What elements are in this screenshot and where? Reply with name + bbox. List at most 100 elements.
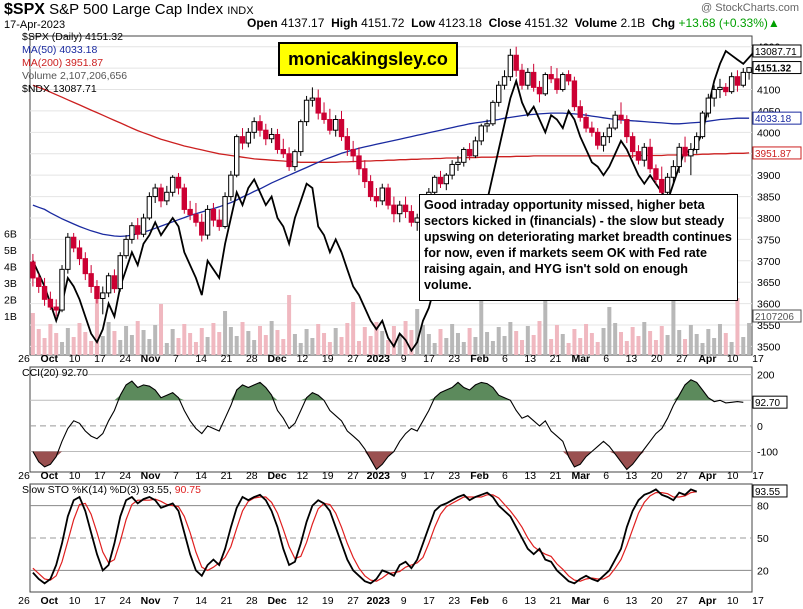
volume-bar: [304, 329, 309, 355]
candle-body: [397, 204, 403, 215]
volume-bar: [537, 321, 542, 355]
annotation-box: Good intraday opportunity missed, higher…: [419, 194, 738, 301]
price-tick-label: 3600: [757, 299, 781, 311]
volume-tick-label: 5B: [4, 245, 17, 257]
volume-bar: [473, 337, 478, 355]
x-tick-label: 21: [550, 595, 562, 607]
volume-tick-label: 4B: [4, 262, 17, 274]
candle-body: [536, 86, 543, 95]
x-tick-label: 6: [603, 595, 609, 607]
x-tick-label: 17: [423, 470, 435, 482]
x-tick-label: Nov: [141, 353, 161, 365]
x-tick-label: Oct: [41, 470, 59, 482]
candle-body: [519, 69, 525, 86]
volume-bar: [415, 309, 420, 355]
volume-bar: [589, 333, 594, 355]
volume-bar: [205, 337, 210, 355]
candle-body: [717, 86, 723, 91]
price-tick-label: 3750: [757, 234, 781, 246]
sto-legend: Slow STO %K(14) %D(3) 93.55, 90.75: [22, 484, 201, 496]
price-tag-ndx: 13087.71: [755, 47, 797, 58]
cci-value-tag: [752, 395, 788, 409]
volume-bar: [584, 324, 589, 355]
volume-bar: [426, 334, 431, 355]
x-tick-label: 26: [18, 353, 30, 365]
candle-body: [82, 258, 89, 275]
cci-tick-label: -100: [757, 447, 778, 459]
volume-bar: [560, 334, 565, 355]
volume-bar: [607, 307, 612, 355]
x-tick-label: 13: [626, 595, 638, 607]
price-tag-ma200: 3951.87: [755, 149, 792, 160]
volume-bar: [729, 342, 734, 355]
volume-bar: [164, 343, 169, 355]
candle-body: [676, 146, 682, 168]
volume-bar: [624, 341, 629, 355]
price-tag-ma50: 4033.18: [755, 114, 792, 125]
x-tick-label: 27: [347, 470, 359, 482]
candle-body: [379, 187, 385, 202]
candle-body: [239, 136, 246, 144]
x-tick-label: 17: [752, 470, 764, 482]
volume-bar: [648, 331, 653, 355]
volume-bar: [496, 327, 501, 355]
x-tick-label: Apr: [698, 353, 716, 365]
x-tick-label: Dec: [267, 470, 286, 482]
volume-bar: [322, 333, 327, 355]
volume-bar: [287, 295, 292, 355]
volume-bar: [613, 323, 618, 355]
x-tick-label: Oct: [41, 353, 59, 365]
legend-ma200: MA(200) 3951.87: [22, 57, 104, 69]
volume-bar: [257, 326, 262, 355]
volume-bar: [298, 343, 303, 355]
x-tick-label: 28: [246, 353, 258, 365]
candle-body: [705, 97, 712, 114]
candle-body: [723, 86, 729, 93]
x-tick-label: 20: [651, 353, 663, 365]
candle-body: [647, 146, 653, 170]
candle-body: [152, 187, 158, 198]
candle-body: [70, 236, 77, 249]
x-tick-label: Dec: [267, 353, 286, 365]
volume-bar: [199, 328, 204, 355]
volume-bar: [246, 331, 251, 355]
candle-body: [746, 67, 752, 73]
volume-bar: [368, 336, 373, 355]
price-tick-label: 3800: [757, 213, 781, 225]
volume-bar: [566, 343, 571, 355]
candle-body: [466, 148, 473, 157]
volume-bar: [508, 322, 513, 355]
volume-bar: [316, 324, 321, 355]
x-tick-label: 24: [119, 353, 131, 365]
chart-title: $SPX S&P 500 Large Cap Index INDX: [4, 1, 254, 19]
volume-bar: [42, 338, 47, 355]
x-tick-label: 13: [626, 353, 638, 365]
exchange: INDX: [227, 5, 254, 17]
price-tick-label: 4000: [757, 127, 781, 139]
x-tick-label: Mar: [571, 595, 590, 607]
candle-body: [728, 76, 735, 93]
candle-body: [740, 71, 746, 86]
candle-body: [286, 153, 292, 168]
volume-bar: [438, 329, 443, 355]
x-tick-label: Nov: [141, 595, 161, 607]
volume-bar: [450, 324, 455, 355]
x-tick-label: 17: [94, 470, 106, 482]
volume-bar: [665, 335, 670, 355]
x-tick-label: 10: [727, 353, 739, 365]
candle-body: [88, 273, 94, 287]
candle-body: [117, 255, 123, 290]
x-tick-label: 7: [173, 595, 179, 607]
x-tick-label: 27: [347, 353, 359, 365]
candle-body: [234, 136, 240, 176]
volume-bar: [671, 291, 676, 355]
volume-bar: [700, 343, 705, 355]
volume-bar: [677, 330, 682, 355]
candle-body: [659, 178, 665, 193]
x-tick-label: 26: [18, 470, 30, 482]
x-tick-label: 28: [246, 595, 258, 607]
candle-body: [373, 196, 380, 202]
legend-ndx: $NDX 13087.71: [22, 83, 97, 95]
candle-body: [583, 116, 589, 129]
x-tick-label: Dec: [267, 595, 286, 607]
